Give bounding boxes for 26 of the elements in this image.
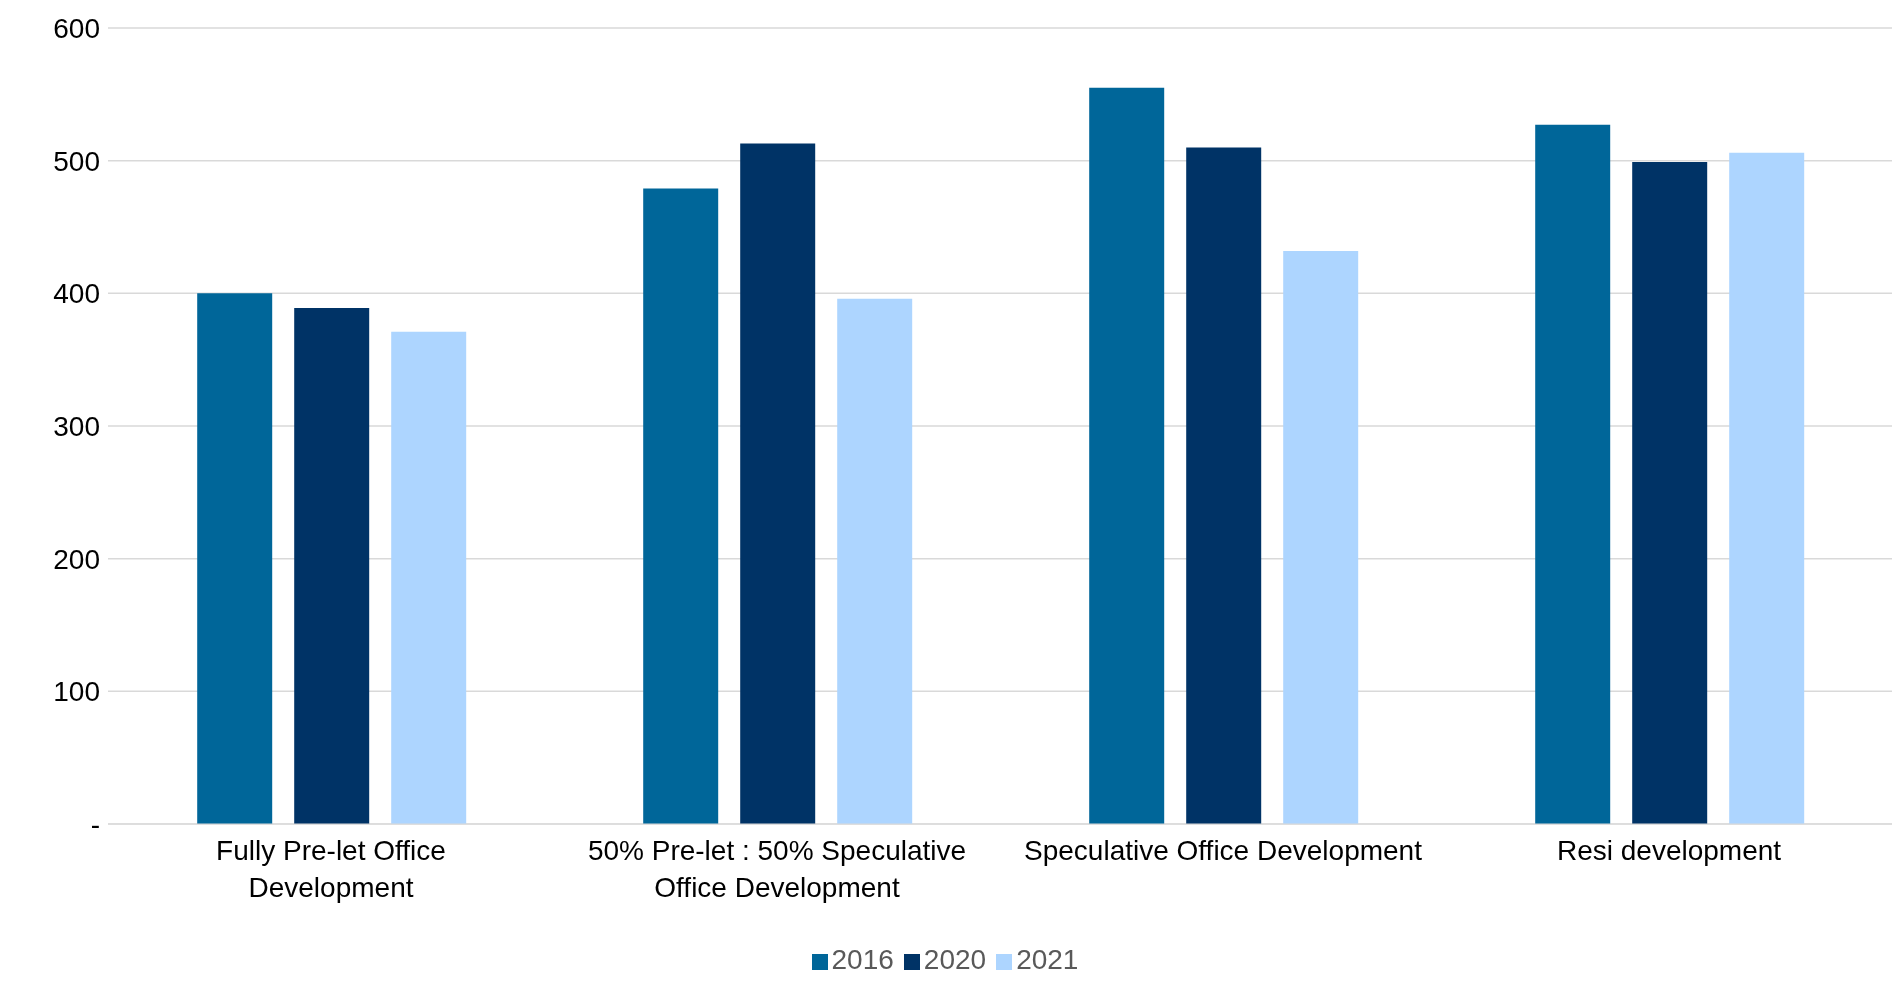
y-tick-label: 100 (53, 676, 100, 708)
bar (197, 293, 273, 824)
y-tick-label: 300 (53, 410, 100, 442)
bar (391, 331, 467, 824)
x-tick-label: Resi development (1556, 835, 1782, 866)
y-tick-label: 500 (53, 145, 100, 177)
bar (1729, 152, 1805, 824)
x-tick-label: Speculative Office Development (1024, 835, 1423, 866)
bar (1089, 87, 1165, 824)
bar (643, 188, 719, 824)
x-tick-label: 50% Pre-let : 50% Speculative Office Development (587, 835, 967, 903)
bar (837, 298, 913, 824)
legend-label: 2016 (831, 944, 894, 975)
bar (1186, 147, 1262, 824)
bar (294, 307, 370, 824)
x-tick-label: Fully Pre-let Office Development (216, 835, 446, 903)
y-tick-label: 200 (53, 543, 100, 575)
y-tick-label: 600 (53, 12, 100, 44)
bar (1535, 124, 1611, 824)
y-tick-label: - (90, 808, 100, 840)
bar (740, 143, 816, 824)
bar (1632, 161, 1708, 824)
legend-label: 2021 (1016, 944, 1079, 975)
bar (1283, 250, 1359, 824)
legend-label: 2020 (923, 944, 987, 975)
y-tick-label: 400 (53, 278, 100, 310)
